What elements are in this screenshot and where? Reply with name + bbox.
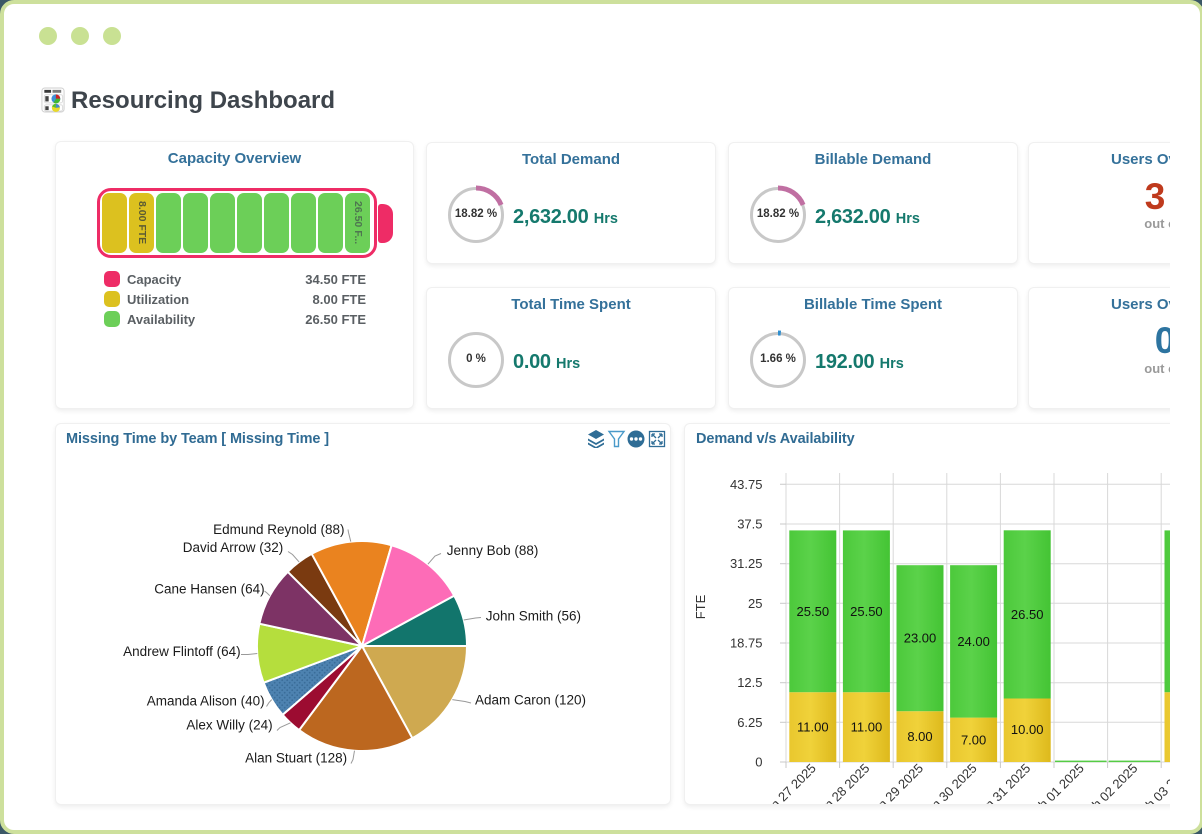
svg-text:Jan 31 2025: Jan 31 2025 [972, 761, 1033, 804]
svg-text:FTE: FTE [693, 594, 708, 619]
svg-text:Jenny Bob (88): Jenny Bob (88) [447, 543, 539, 558]
svg-text:25: 25 [748, 596, 762, 611]
svg-text:Jan 29 2025: Jan 29 2025 [865, 761, 926, 804]
svg-text:6.25: 6.25 [737, 715, 762, 730]
svg-text:7.00: 7.00 [961, 732, 986, 747]
svg-text:25.50: 25.50 [797, 604, 830, 619]
svg-text:Andrew Flintoff (64): Andrew Flintoff (64) [123, 644, 241, 659]
svg-text:Cane Hansen (64): Cane Hansen (64) [154, 582, 264, 597]
svg-text:0: 0 [755, 755, 762, 770]
svg-text:Jan 27 2025: Jan 27 2025 [758, 761, 819, 804]
svg-text:26.50: 26.50 [1011, 607, 1044, 622]
svg-text:Jan 30 2025: Jan 30 2025 [919, 761, 980, 804]
svg-text:Jan 28 2025: Jan 28 2025 [811, 761, 872, 804]
svg-text:8.00: 8.00 [907, 729, 932, 744]
svg-text:John Smith (56): John Smith (56) [486, 608, 581, 623]
svg-text:Alex Willy (24): Alex Willy (24) [186, 718, 272, 733]
svg-text:Edmund Reynold (88): Edmund Reynold (88) [213, 522, 344, 537]
svg-text:David Arrow (32): David Arrow (32) [183, 540, 284, 555]
svg-text:11.00: 11.00 [851, 720, 883, 735]
svg-text:12.5: 12.5 [737, 675, 762, 690]
svg-text:18.75: 18.75 [730, 636, 763, 651]
svg-text:31.25: 31.25 [730, 556, 763, 571]
svg-text:Alan Stuart (128): Alan Stuart (128) [245, 751, 347, 766]
svg-text:23.00: 23.00 [904, 631, 937, 646]
svg-text:24.00: 24.00 [957, 634, 990, 649]
svg-text:10.00: 10.00 [1011, 722, 1044, 737]
svg-text:43.75: 43.75 [730, 477, 763, 492]
svg-text:Amanda Alison (40): Amanda Alison (40) [147, 694, 265, 709]
svg-text:Adam Caron (120): Adam Caron (120) [475, 692, 586, 707]
svg-text:25.50: 25.50 [850, 604, 883, 619]
svg-text:37.5: 37.5 [737, 517, 762, 532]
svg-text:11.00: 11.00 [797, 720, 829, 735]
